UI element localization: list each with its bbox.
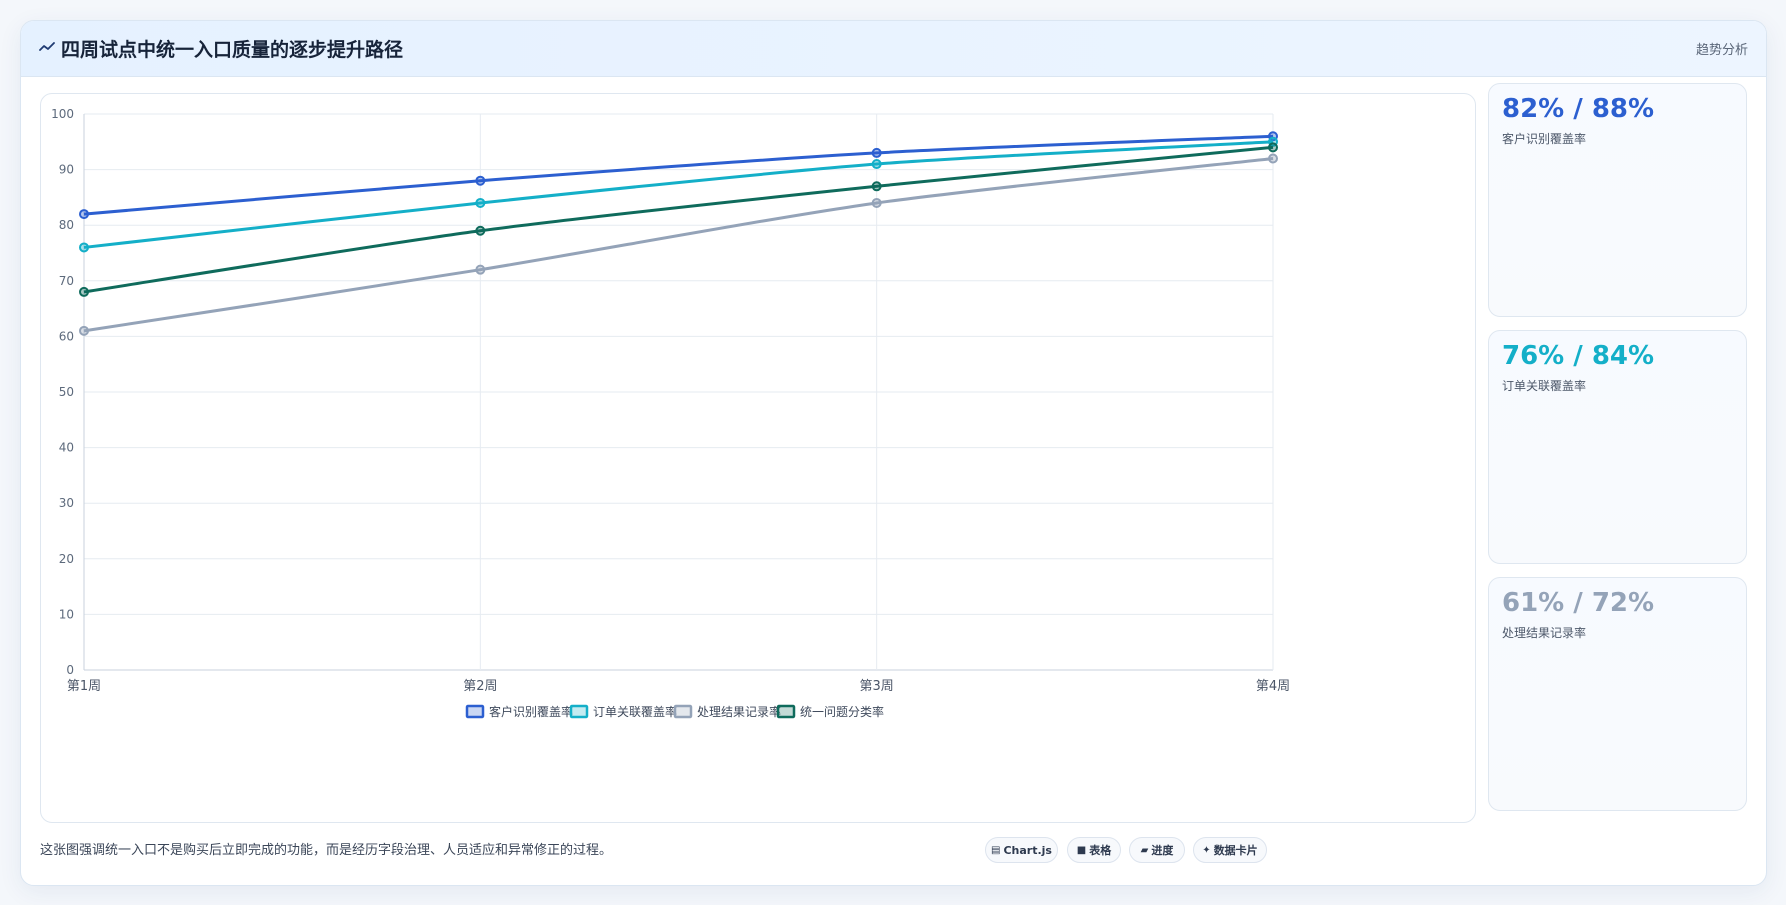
data-point: [1268, 142, 1278, 153]
data-point: [79, 242, 89, 253]
trend-line-icon: [39, 42, 55, 51]
chart-icon: ▤: [991, 844, 1001, 856]
y-tick-label: 30: [59, 496, 74, 510]
kpi-label: 客户识别覆盖率: [1502, 132, 1587, 146]
y-tick-label: 0: [66, 663, 74, 677]
footer-note: 这张图强调统一入口不是购买后立即完成的功能，而是经历字段治理、人员适应和异常修正…: [40, 843, 613, 858]
card-header: 四周试点中统一入口质量的逐步提升路径 趋势分析: [21, 21, 1766, 77]
chart-panel: 0 10 20 30 40 50 60 70 80 90 100 第1周 第2周 第3周 第4周客户识别覆盖…: [40, 93, 1476, 823]
chart-card: 四周试点中统一入口质量的逐步提升路径 趋势分析 0 10 20 30 40 50 60 70 8…: [20, 20, 1767, 886]
legend-swatch: [776, 704, 796, 719]
table-pill[interactable]: ■ 表格: [1067, 837, 1121, 863]
legend-label: 统一问题分类率: [800, 704, 884, 719]
kpi-value: 76% / 84%: [1502, 341, 1655, 371]
kpi-label: 订单关联覆盖率: [1502, 379, 1587, 393]
header-tag: 趋势分析: [1695, 43, 1748, 58]
chartjs-pill[interactable]: ▤ Chart.js: [985, 837, 1058, 863]
legend-swatch: [569, 704, 589, 719]
data-point: [475, 175, 486, 186]
y-tick-label: 20: [59, 552, 74, 566]
data-point: [871, 181, 882, 192]
series-line-4: [83, 145, 1274, 294]
data-point: [475, 225, 486, 236]
y-tick-label: 100: [51, 107, 74, 121]
progress-icon: ▰: [1140, 844, 1149, 856]
pill-label: 进度: [1151, 844, 1174, 857]
data-point: [475, 264, 486, 275]
x-tick-label: 第4周: [1256, 679, 1290, 694]
y-tick-label: 60: [59, 329, 74, 343]
data-point: [79, 209, 89, 220]
kpi-card-result: 61% / 72% 处理结果记录率: [1488, 577, 1747, 811]
legend-label: 客户识别覆盖率: [489, 704, 573, 719]
legend-label: 处理结果记录率: [697, 704, 781, 719]
page-title: 四周试点中统一入口质量的逐步提升路径: [61, 39, 404, 61]
kpi-value: 61% / 72%: [1502, 588, 1655, 618]
data-point: [79, 325, 89, 336]
kpi-card-customer: 82% / 88% 客户识别覆盖率: [1488, 83, 1747, 317]
data-point: [1268, 153, 1278, 164]
legend-label: 订单关联覆盖率: [593, 704, 677, 719]
kpi-value: 82% / 88%: [1502, 94, 1655, 124]
card-icon: ✦: [1202, 844, 1211, 856]
progress-pill[interactable]: ▰ 进度: [1129, 837, 1185, 863]
data-point: [79, 286, 89, 297]
x-tick-label: 第1周: [67, 679, 101, 694]
pill-label: 表格: [1089, 844, 1112, 857]
y-tick-label: 90: [59, 163, 74, 177]
pill-label: Chart.js: [1003, 843, 1052, 857]
line-chart: 0 10 20 30 40 50 60 70 80 90 100 第1周 第2周 第3周 第4周客户识别覆盖…: [51, 107, 1290, 719]
x-tick-label: 第2周: [463, 679, 497, 694]
y-tick-label: 80: [59, 218, 74, 232]
pill-label: 数据卡片: [1213, 844, 1258, 857]
data-point: [871, 197, 882, 208]
kpi-label: 处理结果记录率: [1502, 626, 1587, 640]
series-line-2: [83, 140, 1274, 249]
kpi-card-order: 76% / 84% 订单关联覆盖率: [1488, 330, 1747, 564]
data-point: [871, 159, 882, 170]
y-tick-label: 70: [59, 274, 74, 288]
table-icon: ■: [1076, 844, 1087, 856]
legend-swatch: [673, 704, 693, 719]
data-point: [475, 197, 486, 208]
y-tick-label: 10: [59, 607, 74, 621]
legend-swatch: [465, 704, 485, 719]
y-tick-label: 50: [59, 385, 74, 399]
x-tick-label: 第3周: [860, 679, 894, 694]
series-line-3: [83, 156, 1274, 333]
data-card-pill[interactable]: ✦ 数据卡片: [1193, 837, 1267, 863]
series-line-1: [83, 134, 1274, 216]
data-point: [871, 147, 882, 158]
y-tick-label: 40: [59, 441, 74, 455]
